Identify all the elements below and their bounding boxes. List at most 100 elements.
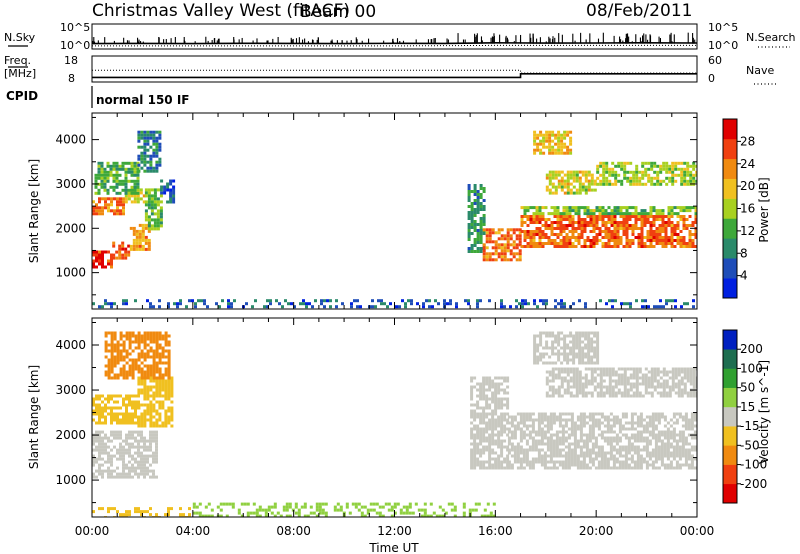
heatmap-cell bbox=[119, 406, 122, 410]
heatmap-cell bbox=[500, 249, 504, 253]
heatmap-cell bbox=[590, 340, 594, 344]
heatmap-cell bbox=[548, 394, 552, 398]
heatmap-cell bbox=[164, 412, 168, 416]
heatmap-cell bbox=[688, 239, 692, 242]
heatmap-cell bbox=[643, 215, 647, 218]
heatmap-cell bbox=[584, 334, 588, 338]
heatmap-cell bbox=[590, 173, 594, 177]
heatmap-cell bbox=[153, 218, 157, 222]
heatmap-cell bbox=[482, 228, 486, 232]
heatmap-cell bbox=[623, 388, 627, 392]
heatmap-cell bbox=[169, 197, 173, 201]
heatmap-cell bbox=[637, 236, 641, 239]
heatmap-cell bbox=[128, 397, 131, 401]
heatmap-cell bbox=[657, 433, 661, 437]
heatmap-cell bbox=[564, 451, 568, 455]
heatmap-cell bbox=[521, 302, 524, 306]
heatmap-cell bbox=[604, 209, 608, 213]
heatmap-cell bbox=[143, 382, 147, 386]
heatmap-cell bbox=[662, 391, 666, 395]
heatmap-cell bbox=[548, 136, 552, 140]
heatmap-cell bbox=[503, 460, 507, 464]
heatmap-cell bbox=[152, 361, 156, 365]
heatmap-cell bbox=[509, 252, 513, 256]
heatmap-cell bbox=[558, 451, 562, 455]
heatmap-cell bbox=[596, 358, 600, 362]
heatmap-cell bbox=[566, 182, 570, 186]
heatmap-cell bbox=[623, 302, 626, 306]
heatmap-cell bbox=[320, 299, 323, 303]
heatmap-cell bbox=[146, 367, 150, 371]
heatmap-cell bbox=[551, 133, 555, 137]
heatmap-cell bbox=[119, 373, 123, 377]
heatmap-cell bbox=[115, 182, 119, 186]
heatmap-cell bbox=[584, 343, 588, 347]
heatmap-cell bbox=[540, 460, 544, 464]
heatmap-cell bbox=[678, 457, 682, 461]
heatmap-cell bbox=[608, 173, 612, 177]
heatmap-cell bbox=[531, 466, 535, 470]
heatmap-cell bbox=[127, 194, 131, 198]
heatmap-cell bbox=[482, 451, 486, 455]
heatmap-cell bbox=[488, 463, 492, 467]
heatmap-cell bbox=[625, 242, 629, 245]
heatmap-cell bbox=[599, 179, 603, 183]
heatmap-cell bbox=[616, 236, 620, 239]
heatmap-cell bbox=[476, 457, 480, 461]
heatmap-cell bbox=[135, 247, 139, 251]
heatmap-cell bbox=[644, 299, 647, 303]
heatmap-cell bbox=[545, 343, 549, 347]
heatmap-cell bbox=[104, 349, 108, 353]
heatmap-cell bbox=[569, 173, 573, 177]
heatmap-cell bbox=[552, 451, 556, 455]
heatmap-cell bbox=[594, 451, 598, 455]
heatmap-cell bbox=[625, 245, 629, 248]
heatmap-cell bbox=[130, 191, 134, 195]
heatmap-cell bbox=[671, 367, 675, 371]
heatmap-cell bbox=[642, 439, 646, 443]
heatmap-cell bbox=[563, 182, 567, 186]
heatmap-cell bbox=[666, 442, 670, 446]
heatmap-cell bbox=[590, 349, 594, 353]
heatmap-cell bbox=[130, 200, 134, 204]
heatmap-cell bbox=[98, 430, 101, 434]
heatmap-cell bbox=[113, 349, 117, 353]
heatmap-cell bbox=[140, 424, 144, 428]
heatmap-cell bbox=[641, 382, 645, 386]
heatmap-cell bbox=[548, 361, 552, 365]
heatmap-cell bbox=[596, 367, 600, 371]
heatmap-cell bbox=[356, 299, 359, 303]
heatmap-cell bbox=[654, 424, 658, 428]
heatmap-cell bbox=[618, 445, 622, 449]
heatmap-cell bbox=[128, 475, 131, 479]
heatmap-cell bbox=[631, 224, 635, 227]
heatmap-cell bbox=[615, 433, 619, 437]
heatmap-cell bbox=[592, 212, 596, 216]
heatmap-cell bbox=[107, 376, 111, 380]
heatmap-cell bbox=[593, 349, 597, 353]
heatmap-cell bbox=[593, 367, 597, 371]
heatmap-cell bbox=[167, 302, 170, 306]
heatmap-cell bbox=[665, 176, 669, 180]
heatmap-cell bbox=[119, 343, 123, 347]
heatmap-cell bbox=[482, 255, 486, 259]
heatmap-cell bbox=[551, 361, 555, 365]
heatmap-cell bbox=[101, 436, 104, 440]
heatmap-cell bbox=[695, 173, 697, 177]
heatmap-cell bbox=[611, 182, 615, 186]
heatmap-cell bbox=[124, 194, 128, 198]
heatmap-cell bbox=[516, 448, 520, 452]
heatmap-cell bbox=[94, 191, 98, 195]
heatmap-cell bbox=[647, 167, 651, 171]
heatmap-cell bbox=[473, 211, 477, 214]
heatmap-cell bbox=[125, 409, 128, 413]
heatmap-cell bbox=[572, 358, 576, 362]
heatmap-cell bbox=[149, 409, 153, 413]
power-cells bbox=[92, 130, 697, 309]
heatmap-cell bbox=[152, 391, 156, 395]
heatmap-cell bbox=[473, 238, 477, 241]
heatmap-cell bbox=[533, 151, 537, 155]
heatmap-cell bbox=[485, 252, 489, 256]
heatmap-cell bbox=[675, 463, 679, 467]
heatmap-cell bbox=[153, 188, 157, 192]
